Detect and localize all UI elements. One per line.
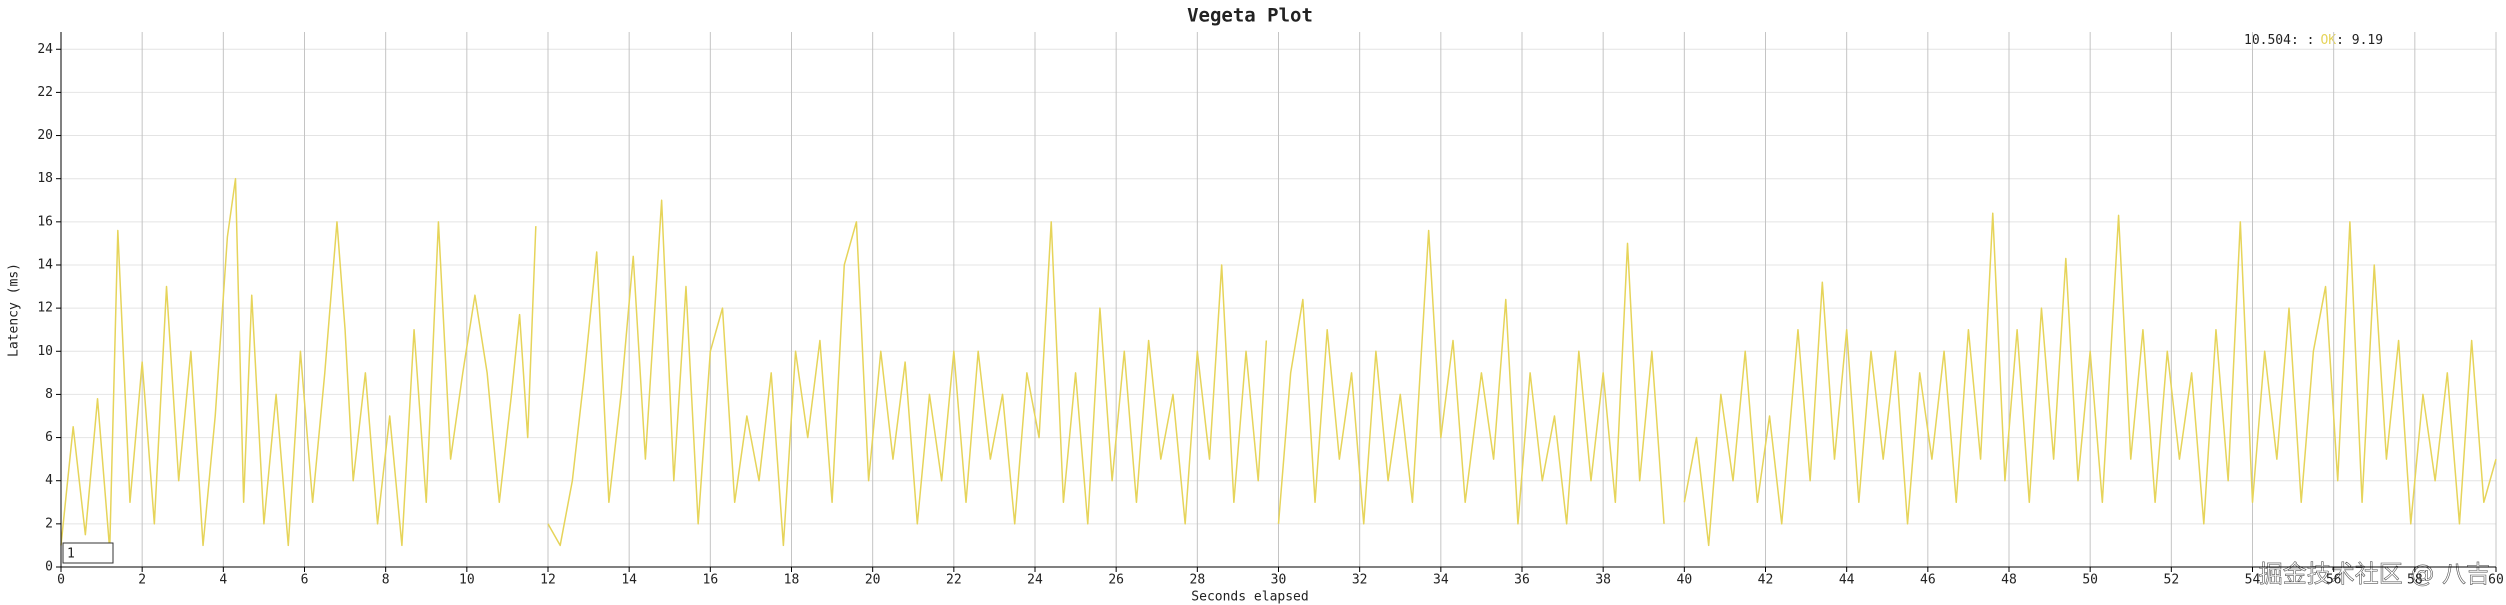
x-tick-label: 38 <box>1595 573 1611 588</box>
watermark: 掘金技术社区 @ 八吉 <box>2259 560 2490 588</box>
y-axis-label: Latency (ms) <box>7 263 22 357</box>
x-tick-label: 36 <box>1514 573 1530 588</box>
x-tick-label: 54 <box>2245 573 2261 588</box>
y-tick-label: 22 <box>37 85 53 100</box>
y-tick-label: 16 <box>37 214 53 229</box>
y-tick-label: 12 <box>37 301 53 316</box>
y-tick-label: 0 <box>45 560 53 575</box>
legend-x: 10.504: : <box>2244 33 2314 48</box>
legend: 10.504: : OK: 9.19 <box>2244 33 2383 48</box>
y-tick-label: 2 <box>45 516 53 531</box>
x-tick-label: 40 <box>1677 573 1693 588</box>
legend-value: : 9.19 <box>2336 33 2383 48</box>
roller-box <box>62 542 114 564</box>
x-tick-label: 18 <box>784 573 800 588</box>
x-tick-label: 34 <box>1433 573 1449 588</box>
x-tick-label: 6 <box>301 573 309 588</box>
y-tick-label: 10 <box>37 344 53 359</box>
x-tick-label: 8 <box>382 573 390 588</box>
y-tick-label: 20 <box>37 128 53 143</box>
x-tick-label: 20 <box>865 573 881 588</box>
x-tick-label: 10 <box>459 573 475 588</box>
x-tick-label: 52 <box>2164 573 2180 588</box>
x-tick-label: 14 <box>621 573 637 588</box>
y-tick-label: 4 <box>45 473 53 488</box>
x-tick-label: 30 <box>1271 573 1287 588</box>
x-tick-label: 26 <box>1108 573 1124 588</box>
chart-title: Vegeta Plot <box>1187 5 1313 27</box>
x-tick-label: 42 <box>1758 573 1774 588</box>
y-tick-label: 14 <box>37 257 53 272</box>
series-line <box>60 177 2497 551</box>
x-tick-label: 56 <box>2326 573 2342 588</box>
x-tick-label: 22 <box>946 573 962 588</box>
y-tick-label: 6 <box>45 430 53 445</box>
x-tick-label: 4 <box>219 573 227 588</box>
y-tick-label: 24 <box>37 42 53 57</box>
x-tick-label: 58 <box>2407 573 2423 588</box>
x-tick-label: 32 <box>1352 573 1368 588</box>
x-tick-label: 46 <box>1920 573 1936 588</box>
x-tick-label: 44 <box>1839 573 1855 588</box>
grid <box>60 32 2497 568</box>
x-axis-label: Seconds elapsed <box>1191 590 1308 605</box>
roller-value: 1 <box>67 547 75 562</box>
x-tick-label: 50 <box>2082 573 2098 588</box>
x-tick-label: 16 <box>703 573 719 588</box>
x-tick-label: 2 <box>138 573 146 588</box>
y-tick-label: 18 <box>37 171 53 186</box>
x-tick-label: 60 <box>2488 573 2504 588</box>
legend-series: OK <box>2320 33 2336 48</box>
x-tick-label: 12 <box>540 573 556 588</box>
x-tick-label: 48 <box>2001 573 2017 588</box>
x-tick-label: 28 <box>1190 573 1206 588</box>
x-tick-label: 0 <box>57 573 65 588</box>
y-tick-label: 8 <box>45 387 53 402</box>
x-tick-label: 24 <box>1027 573 1043 588</box>
